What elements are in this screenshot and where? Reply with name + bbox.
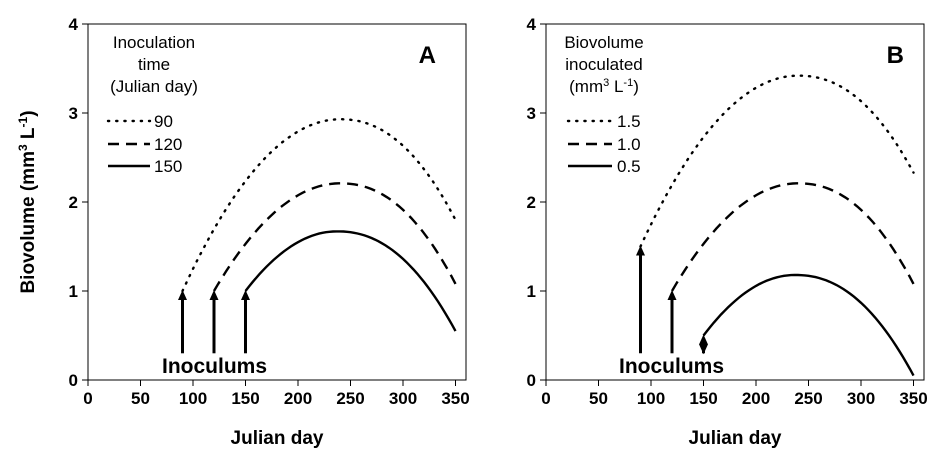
- legend-label: 1.0: [617, 135, 641, 154]
- x-tick-label: 250: [336, 389, 364, 408]
- series-line-dashed: [670, 182, 915, 292]
- legend-label: 1.5: [617, 112, 641, 131]
- series-line-solid: [702, 273, 915, 377]
- legend-unit-main: (mm: [569, 77, 603, 96]
- y-tick-label: 1: [69, 282, 78, 301]
- chart-panel-a: 0 50 100 150 200 250 300 350 0 1 2 3 4 Julian day Biov…: [16, 15, 470, 449]
- legend-title-line: Inoculation: [113, 33, 195, 52]
- y-axis-label-main: Biovolume (mm: [18, 151, 39, 294]
- inoculum-arrow-head: [667, 290, 677, 300]
- y-tick-label: 4: [69, 15, 79, 34]
- x-axis-label: Julian day: [231, 428, 324, 449]
- legend-unit-mid: L: [609, 77, 623, 96]
- x-tick-label: 200: [284, 389, 312, 408]
- inoculum-arrow-head: [178, 290, 187, 300]
- legend-label: 120: [154, 135, 182, 154]
- x-tick-label: 0: [541, 389, 550, 408]
- y-axis-label-unit: L: [18, 127, 39, 144]
- y-tick-label: 1: [527, 282, 536, 301]
- inoculum-arrow-head: [209, 290, 219, 300]
- legend-label: 150: [154, 157, 182, 176]
- series-line-dotted: [181, 117, 457, 293]
- y-tick-label: 2: [69, 193, 78, 212]
- inoculums-annotation: Inoculums: [162, 355, 267, 378]
- x-tick-label: 150: [689, 389, 717, 408]
- legend-title-line: time: [138, 55, 170, 74]
- x-tick-label: 200: [742, 389, 770, 408]
- legend-title-line: Biovolume: [564, 33, 643, 52]
- series-line-dotted: [639, 74, 915, 248]
- inoculum-arrow-head: [699, 334, 708, 345]
- inoculum-arrow-head: [636, 245, 645, 256]
- inoculum-arrow-head: [699, 344, 708, 355]
- legend-unit-sup: 3: [603, 77, 609, 89]
- y-axis-label-end: ): [18, 110, 39, 116]
- legend-title-line: inoculated: [565, 55, 643, 74]
- inoculums-annotation: Inoculums: [619, 355, 724, 378]
- x-tick-label: 50: [589, 389, 608, 408]
- legend-unit-sup: -1: [623, 77, 633, 89]
- y-axis-label-sup: -1: [16, 116, 30, 127]
- x-tick-label: 100: [179, 389, 207, 408]
- y-tick-label: 4: [527, 15, 537, 34]
- series-line-dashed: [212, 182, 457, 292]
- x-tick-label: 250: [794, 389, 822, 408]
- y-tick-label: 2: [527, 193, 536, 212]
- panel-label: A: [419, 42, 436, 69]
- x-axis-label: Julian day: [689, 428, 782, 449]
- chart-panel-b: 0 50 100 150 200 250 300 350 0 1 2 3 4 Julian day B Bio…: [527, 15, 928, 449]
- x-tick-label: 300: [847, 389, 875, 408]
- legend-label: 0.5: [617, 157, 641, 176]
- legend-unit-end: ): [633, 77, 639, 96]
- x-tick-label: 100: [637, 389, 665, 408]
- legend-title-unit: (mm3 L-1): [569, 77, 639, 96]
- x-tick-label: 350: [441, 389, 469, 408]
- x-tick-label: 50: [131, 389, 150, 408]
- y-tick-label: 3: [69, 104, 78, 123]
- x-tick-label: 0: [83, 389, 92, 408]
- y-tick-label: 0: [69, 371, 78, 390]
- legend-title-line: (Julian day): [110, 77, 198, 96]
- y-axis-label: Biovolume (mm3 L-1): [16, 110, 39, 293]
- y-tick-label: 3: [527, 104, 536, 123]
- inoculum-arrow-head: [241, 290, 250, 300]
- x-tick-label: 300: [389, 389, 417, 408]
- series-line-solid: [244, 230, 457, 332]
- x-tick-label: 350: [899, 389, 927, 408]
- y-tick-label: 0: [527, 371, 536, 390]
- legend-label: 90: [154, 112, 173, 131]
- y-axis-label-sup: 3: [16, 144, 30, 151]
- x-tick-label: 150: [231, 389, 259, 408]
- panel-label: B: [887, 42, 904, 69]
